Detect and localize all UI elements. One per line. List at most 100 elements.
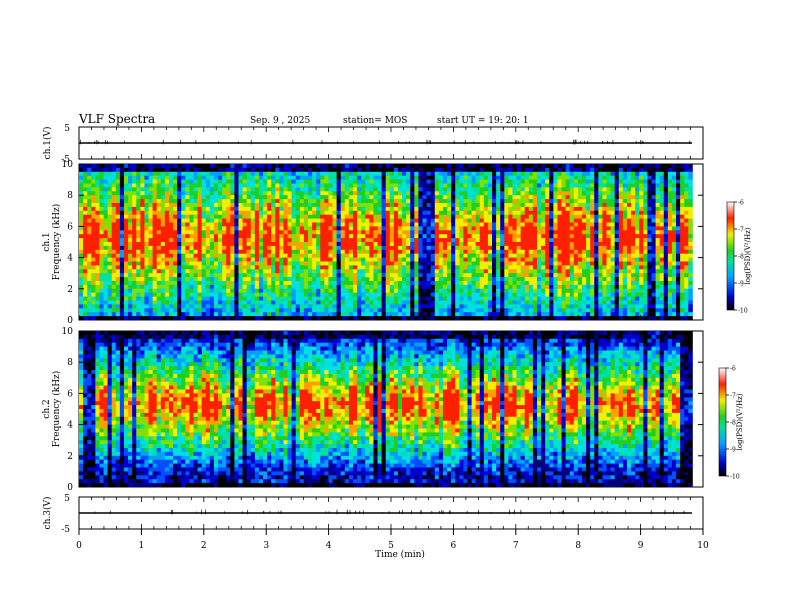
spectrogram-cell [185,187,190,192]
spectrogram-cell [622,284,628,290]
spectrogram-cell [140,238,145,243]
spectrogram-cell [148,183,154,188]
spectrogram-cell [87,273,92,278]
spectrogram-cell [291,253,297,258]
spectrogram-cell [430,249,436,255]
spectrogram-cell [622,249,628,255]
spectrogram-cell [152,210,158,216]
spectrogram-cell [377,175,383,180]
spectrogram-cell [332,288,338,294]
spectrogram-cell [561,249,567,255]
spectrogram-cell [614,257,620,262]
spectrogram-cell [639,234,644,239]
spectrogram-cell [447,203,452,208]
spectrogram-cell [115,265,121,270]
spectrogram-cell [667,187,673,192]
spectrogram-cell [397,210,403,216]
spectrogram-cell [447,273,452,278]
spectrogram-cell [324,191,329,196]
spectrogram-cell [238,261,243,266]
spectrogram-cell [541,273,546,278]
spectrogram-cell [393,222,399,227]
spectrogram-cell [500,284,505,290]
spectrogram-cell [164,218,170,223]
spectrogram-cell [626,175,632,180]
spectrogram-cell [160,191,166,196]
spectrogram-cell [406,183,411,188]
spectrogram-cell [520,179,526,184]
spectrogram-cell [541,226,546,231]
spectrogram-cell [667,253,673,258]
spectrogram-cell [643,253,648,258]
spectrogram-cell [246,164,252,169]
spectrogram-cell [148,226,154,231]
spectrogram-cell [434,253,440,258]
spectrogram-cell [602,284,607,290]
spectrogram-cell [136,218,141,223]
spectrogram-cell [164,203,170,208]
spectrogram-cell [209,242,215,247]
spectrogram-cell [226,171,231,177]
spectrogram-cell [594,183,599,188]
spectrogram-cell [667,214,673,219]
spectrogram-cell [610,179,616,184]
spectrogram-cell [295,214,301,219]
spectrogram-cell [651,226,656,231]
spectrogram-cell [659,230,665,235]
spectrogram-cell [205,234,211,239]
spectrogram-cell [213,265,219,270]
spectrogram-cell [369,249,374,255]
spectrogram-cell [463,187,468,192]
spectrogram-cell [410,242,415,247]
spectrogram-cell [610,218,616,223]
spectrogram-cell [537,210,542,216]
spectrogram-cell [385,203,391,208]
spectrogram-cell [250,210,256,216]
spectrogram-cell [598,245,603,251]
spectrogram-cell [287,179,293,184]
spectrogram-cell [496,183,501,188]
spectrogram-cell [606,284,612,290]
spectrogram-cell [226,257,231,262]
spectrogram-cell [320,238,325,243]
spectrogram-cell [451,230,456,235]
spectrogram-cell [581,218,587,223]
spectrogram-cell [545,210,550,216]
spectrogram-cell [140,234,145,239]
spectrogram-cell [99,292,104,297]
spectrogram-cell [385,206,391,212]
spectrogram-cell [168,195,174,200]
spectrogram-cell [136,261,141,266]
spectrogram-cell [631,226,636,231]
spectrogram-cell [123,238,129,243]
spectrogram-cell [414,179,419,184]
spectrogram-cell [152,222,158,227]
spectrogram-cell [119,277,125,282]
spectrogram-cell [622,183,628,188]
spectrogram-cell [324,167,329,173]
spectrogram-cell [512,288,517,294]
spectrogram-cell [209,226,215,231]
spectrogram-cell [663,164,669,169]
spectrogram-cell [577,273,583,278]
spectrogram-cell [340,288,346,294]
spectrogram-cell [512,265,517,270]
spectrogram-cell [205,175,211,180]
spectrogram-cell [475,238,481,243]
spectrogram-cell [492,167,497,173]
spectrogram-cell [136,284,141,290]
spectrogram-cell [569,210,575,216]
spectrogram-cell [532,203,538,208]
spectrogram-cell [680,238,685,243]
spectrogram-cell [136,265,141,270]
spectrogram-cell [95,261,100,266]
spectrogram-cell [291,218,297,223]
spectrogram-cell [385,187,391,192]
spectrogram-cell [406,164,411,169]
spectrogram-cell [659,222,665,227]
spectrogram-cell [242,257,248,262]
spectrogram-cell [160,226,166,231]
spectrogram-cell [471,179,477,184]
spectrogram-cell [561,179,567,184]
spectrogram-cell [385,195,391,200]
